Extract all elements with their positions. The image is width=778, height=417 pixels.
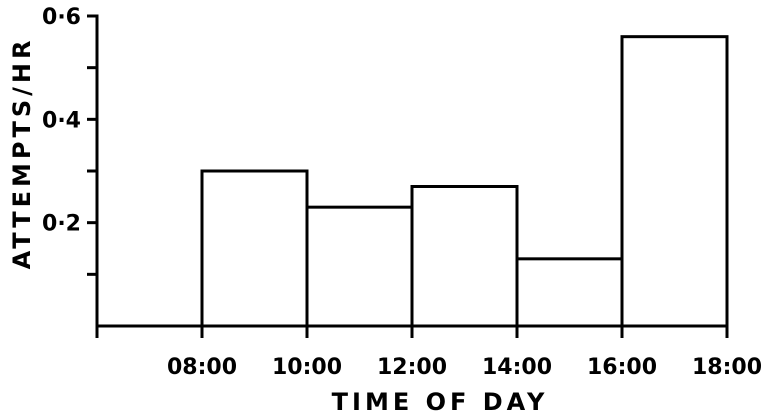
x-axis-title: TIME OF DAY: [332, 388, 549, 416]
bar-08:00-10:00: [200, 169, 309, 328]
x-tick-label: 10:00: [272, 355, 342, 380]
x-tick-label: 18:00: [692, 355, 762, 380]
bar-14:00-16:00: [515, 257, 624, 328]
x-tick-label: 12:00: [377, 355, 447, 380]
bar-10:00-12:00: [305, 205, 414, 328]
x-tick-label: 08:00: [167, 355, 237, 380]
x-tick-label: 16:00: [587, 355, 657, 380]
x-ticks-group: 08:00 10:00 12:00 14:00 16:00 18:00: [95, 326, 762, 380]
y-tick-label: 0·4: [42, 108, 81, 133]
bar-12:00-14:00: [410, 185, 519, 328]
y-tick-label: 0·2: [42, 212, 81, 237]
bar-16:00-18:00: [620, 35, 729, 328]
y-axis-title: ATTEMPTS/HR: [8, 37, 36, 270]
y-ticks-group: 0·2 0·4 0·6: [42, 5, 97, 276]
y-tick-label: 0·6: [42, 5, 81, 30]
bars-group: [200, 35, 729, 328]
x-tick-label: 14:00: [482, 355, 552, 380]
